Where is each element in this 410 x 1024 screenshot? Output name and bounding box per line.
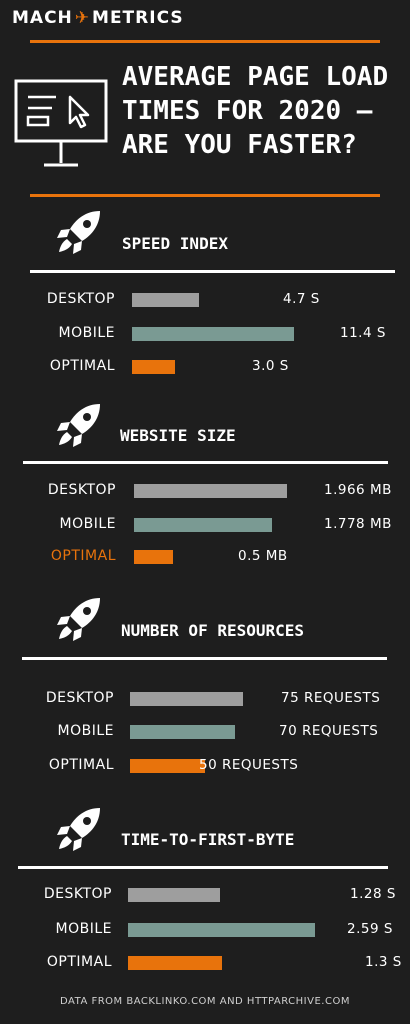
- bar-optimal: [128, 956, 222, 970]
- value-label-mobile: 70 REQUESTS: [279, 723, 379, 739]
- category-label-desktop: DESKTOP: [43, 886, 112, 902]
- value-label-desktop: 4.7 S: [283, 291, 320, 307]
- rocket-icon: [57, 598, 100, 641]
- section-rule: [30, 270, 395, 273]
- page-title: AVERAGE PAGE LOAD TIMES FOR 2020 – ARE Y…: [122, 60, 402, 162]
- category-label-optimal: OPTIMAL: [50, 548, 116, 564]
- category-label-desktop: DESKTOP: [47, 482, 116, 498]
- bar-mobile: [134, 518, 272, 532]
- category-label-desktop: DESKTOP: [46, 291, 115, 307]
- chart-title-time-to-first-byte: TIME-TO-FIRST-BYTE: [121, 830, 295, 849]
- category-label-mobile: MOBILE: [57, 723, 114, 739]
- rocket-icon: [57, 404, 100, 447]
- bar-optimal: [132, 360, 175, 374]
- footer-source: DATA FROM BACKLINKO.COM AND HTTPARCHIVE.…: [60, 996, 350, 1007]
- value-label-desktop: 75 REQUESTS: [281, 690, 381, 706]
- value-label-mobile: 2.59 S: [347, 921, 393, 937]
- bar-desktop: [128, 888, 220, 902]
- rocket-icon: [57, 808, 100, 851]
- value-label-mobile: 11.4 S: [340, 325, 386, 341]
- value-label-optimal: 1.3 S: [365, 954, 402, 970]
- chart-title-number-of-resources: NUMBER OF RESOURCES: [121, 621, 305, 640]
- header-rule-bottom: [30, 194, 380, 197]
- bar-desktop: [132, 293, 199, 307]
- category-label-mobile: MOBILE: [55, 921, 112, 937]
- value-label-desktop: 1.966 MB: [324, 482, 392, 498]
- bar-mobile: [132, 327, 294, 341]
- value-label-optimal: 0.5 MB: [238, 548, 288, 564]
- bar-optimal: [134, 550, 173, 564]
- brand-name-left: MACH: [12, 8, 73, 28]
- title-line-3: ARE YOU FASTER?: [122, 130, 357, 160]
- value-label-optimal: 3.0 S: [252, 358, 289, 374]
- bar-mobile: [128, 923, 315, 937]
- airplane-icon: ✈: [74, 8, 91, 28]
- value-label-mobile: 1.778 MB: [324, 516, 392, 532]
- section-rule: [23, 461, 388, 464]
- category-label-optimal: OPTIMAL: [49, 358, 115, 374]
- monitor-cursor-icon: [14, 79, 108, 167]
- chart-title-speed-index: SPEED INDEX: [122, 234, 228, 253]
- bar-desktop: [134, 484, 287, 498]
- header-rule-top: [30, 40, 380, 43]
- section-rule: [22, 657, 387, 660]
- category-label-mobile: MOBILE: [59, 516, 116, 532]
- value-label-optimal: 50 REQUESTS: [199, 757, 299, 773]
- rocket-icon: [57, 211, 100, 254]
- bar-mobile: [130, 725, 235, 739]
- brand-logo: MACH ✈ METRICS: [12, 8, 184, 28]
- bar-desktop: [130, 692, 243, 706]
- value-label-desktop: 1.28 S: [350, 886, 396, 902]
- bar-optimal: [130, 759, 205, 773]
- category-label-mobile: MOBILE: [58, 325, 115, 341]
- category-label-optimal: OPTIMAL: [48, 757, 114, 773]
- category-label-desktop: DESKTOP: [45, 690, 114, 706]
- section-rule: [18, 866, 388, 869]
- chart-title-website-size: WEBSITE SIZE: [120, 426, 236, 445]
- category-label-optimal: OPTIMAL: [46, 954, 112, 970]
- brand-name-right: METRICS: [92, 8, 184, 28]
- title-line-1: AVERAGE PAGE LOAD: [122, 62, 389, 92]
- title-line-2: TIMES FOR 2020 –: [122, 96, 373, 126]
